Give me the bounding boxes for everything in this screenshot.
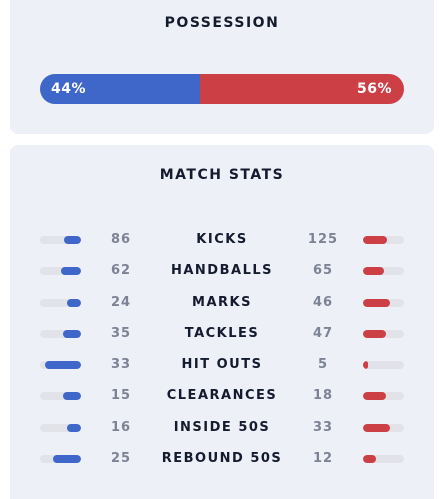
away-stat-value: 46 xyxy=(312,294,334,310)
stat-label: CLEARANCES xyxy=(166,388,278,404)
away-stat-bar xyxy=(363,267,404,276)
home-stat-value: 15 xyxy=(110,388,132,404)
away-stat-fill xyxy=(363,423,391,432)
stat-label: REBOUND 50S xyxy=(161,451,283,467)
away-stat-value: 18 xyxy=(312,388,334,404)
home-stat-bar xyxy=(40,236,81,244)
home-stat-bar xyxy=(40,267,81,276)
possession-card: POSSESSION 44% 56% xyxy=(10,0,434,134)
stat-row: 16 INSIDE 50S 33 xyxy=(10,415,434,446)
home-stat-fill xyxy=(64,236,81,244)
away-stat-fill xyxy=(363,329,387,338)
possession-away-segment: 56% xyxy=(200,74,404,104)
possession-home-segment: 44% xyxy=(40,74,201,104)
home-stat-fill xyxy=(67,298,81,307)
match-stats-title: MATCH STATS xyxy=(159,167,285,183)
stat-row: 62 HANDBALLS 65 xyxy=(10,258,434,289)
home-stat-fill xyxy=(67,423,81,432)
away-stat-bar xyxy=(363,392,404,401)
home-stat-fill xyxy=(45,361,81,370)
home-stat-fill xyxy=(62,392,81,401)
stat-label: HIT OUTS xyxy=(181,357,263,373)
away-stat-fill xyxy=(363,267,384,276)
away-stat-fill xyxy=(363,361,369,370)
home-stat-value: 24 xyxy=(110,294,132,310)
home-stat-bar xyxy=(40,298,81,307)
stat-row: 24 MARKS 46 xyxy=(10,290,434,321)
home-stat-fill xyxy=(60,267,81,276)
away-stat-value: 5 xyxy=(317,357,329,373)
home-stat-value: 33 xyxy=(110,357,132,373)
away-stat-fill xyxy=(363,455,377,464)
away-stat-fill xyxy=(363,236,388,244)
home-stat-value: 35 xyxy=(110,325,132,341)
away-stat-value: 47 xyxy=(312,325,334,341)
home-stat-fill xyxy=(63,329,81,338)
stat-row: 33 HIT OUTS 5 xyxy=(10,352,434,383)
home-stat-bar xyxy=(40,329,81,338)
home-stat-fill xyxy=(53,455,81,464)
home-stat-value: 25 xyxy=(110,451,132,467)
stat-label: TACKLES xyxy=(184,325,260,341)
possession-away-label: 56% xyxy=(356,81,392,97)
away-stat-bar xyxy=(363,298,404,307)
away-stat-value: 65 xyxy=(312,263,334,279)
away-stat-value: 12 xyxy=(312,451,334,467)
possession-title: POSSESSION xyxy=(164,15,280,31)
stat-label: KICKS xyxy=(196,232,248,247)
away-stat-fill xyxy=(363,298,391,307)
match-stats-card: MATCH STATS 86 KICKS 125 62 HANDBALLS 65 24 MAR… xyxy=(10,145,434,499)
stat-label: INSIDE 50S xyxy=(173,419,271,435)
home-stat-value: 16 xyxy=(110,419,132,435)
home-stat-bar xyxy=(40,361,81,370)
away-stat-bar xyxy=(363,361,404,370)
away-stat-fill xyxy=(363,392,386,401)
stat-row: 25 REBOUND 50S 12 xyxy=(10,446,434,477)
home-stat-value: 62 xyxy=(110,263,132,279)
home-stat-bar xyxy=(40,392,81,401)
home-stat-bar xyxy=(40,455,81,464)
possession-home-label: 44% xyxy=(51,81,87,97)
stat-row: 35 TACKLES 47 xyxy=(10,321,434,352)
away-stat-value: 33 xyxy=(312,419,334,435)
away-stat-bar xyxy=(363,329,404,338)
away-stat-bar xyxy=(363,455,404,464)
possession-bar: 44% 56% xyxy=(40,74,404,104)
away-stat-bar xyxy=(363,236,404,244)
home-stat-value: 86 xyxy=(110,232,132,247)
away-stat-bar xyxy=(363,423,404,432)
stat-label: HANDBALLS xyxy=(170,263,273,279)
stat-row: 86 KICKS 125 xyxy=(10,227,434,258)
stat-label: MARKS xyxy=(192,294,252,310)
away-stat-value: 125 xyxy=(307,232,339,247)
home-stat-bar xyxy=(40,423,81,432)
stat-row: 15 CLEARANCES 18 xyxy=(10,383,434,414)
stats-list: 86 KICKS 125 62 HANDBALLS 65 24 MARKS 46 35 TACKLE… xyxy=(10,227,434,477)
